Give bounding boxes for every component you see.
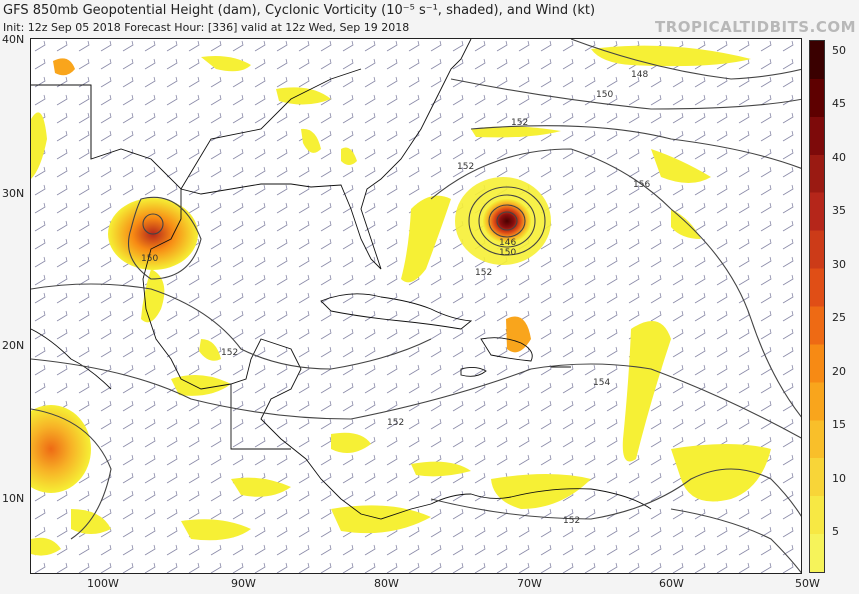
- contour-label: 148: [631, 70, 648, 80]
- colorbar-label: 30: [832, 258, 846, 271]
- contour-label: 152: [563, 516, 580, 526]
- lon-label-100w: 100W: [87, 577, 119, 590]
- lon-label-90w: 90W: [231, 577, 256, 590]
- height-contours: [31, 39, 801, 573]
- vorticity-colorbar: [809, 40, 825, 573]
- contour-label: 150: [141, 254, 158, 264]
- contour-label: 152: [387, 418, 404, 428]
- colorbar-label: 35: [832, 204, 846, 217]
- map-title: GFS 850mb Geopotential Height (dam), Cyc…: [3, 3, 596, 18]
- lon-label-70w: 70W: [517, 577, 542, 590]
- colorbar-label: 50: [832, 44, 846, 57]
- lat-label-20n: 20N: [2, 339, 25, 352]
- brand-watermark: TROPICALTIDBITS.COM: [655, 18, 856, 36]
- contour-label: 146: [499, 238, 516, 248]
- lon-label-80w: 80W: [374, 577, 399, 590]
- colorbar-label: 5: [832, 525, 839, 538]
- colorbar-label: 15: [832, 418, 846, 431]
- colorbar-label: 20: [832, 365, 846, 378]
- map-panel: 148 150 152 152 156 146 150 152 150 152 …: [30, 38, 802, 574]
- vorticity-shading: [31, 45, 771, 556]
- lat-label-30n: 30N: [2, 187, 25, 200]
- contour-label: 150: [596, 90, 613, 100]
- colorbar-label: 40: [832, 151, 846, 164]
- contour-labels: 148 150 152 152 156 146 150 152 150 152 …: [141, 70, 650, 526]
- contour-label: 156: [633, 180, 650, 190]
- colorbar-label: 25: [832, 311, 846, 324]
- contour-label: 154: [593, 378, 610, 388]
- contour-label: 152: [511, 118, 528, 128]
- contour-label: 152: [475, 268, 492, 278]
- init-valid-info: Init: 12z Sep 05 2018 Forecast Hour: [33…: [3, 21, 410, 34]
- map-canvas: 148 150 152 152 156 146 150 152 150 152 …: [31, 39, 801, 573]
- colorbar-label: 10: [832, 472, 846, 485]
- lat-label-10n: 10N: [2, 492, 25, 505]
- contour-label: 152: [457, 162, 474, 172]
- contour-label: 152: [221, 348, 238, 358]
- lon-label-50w: 50W: [795, 577, 820, 590]
- lat-label-40n: 40N: [2, 33, 25, 46]
- colorbar-label: 45: [832, 97, 846, 110]
- coastlines: [31, 39, 652, 520]
- lon-label-60w: 60W: [659, 577, 684, 590]
- contour-label: 150: [499, 248, 516, 258]
